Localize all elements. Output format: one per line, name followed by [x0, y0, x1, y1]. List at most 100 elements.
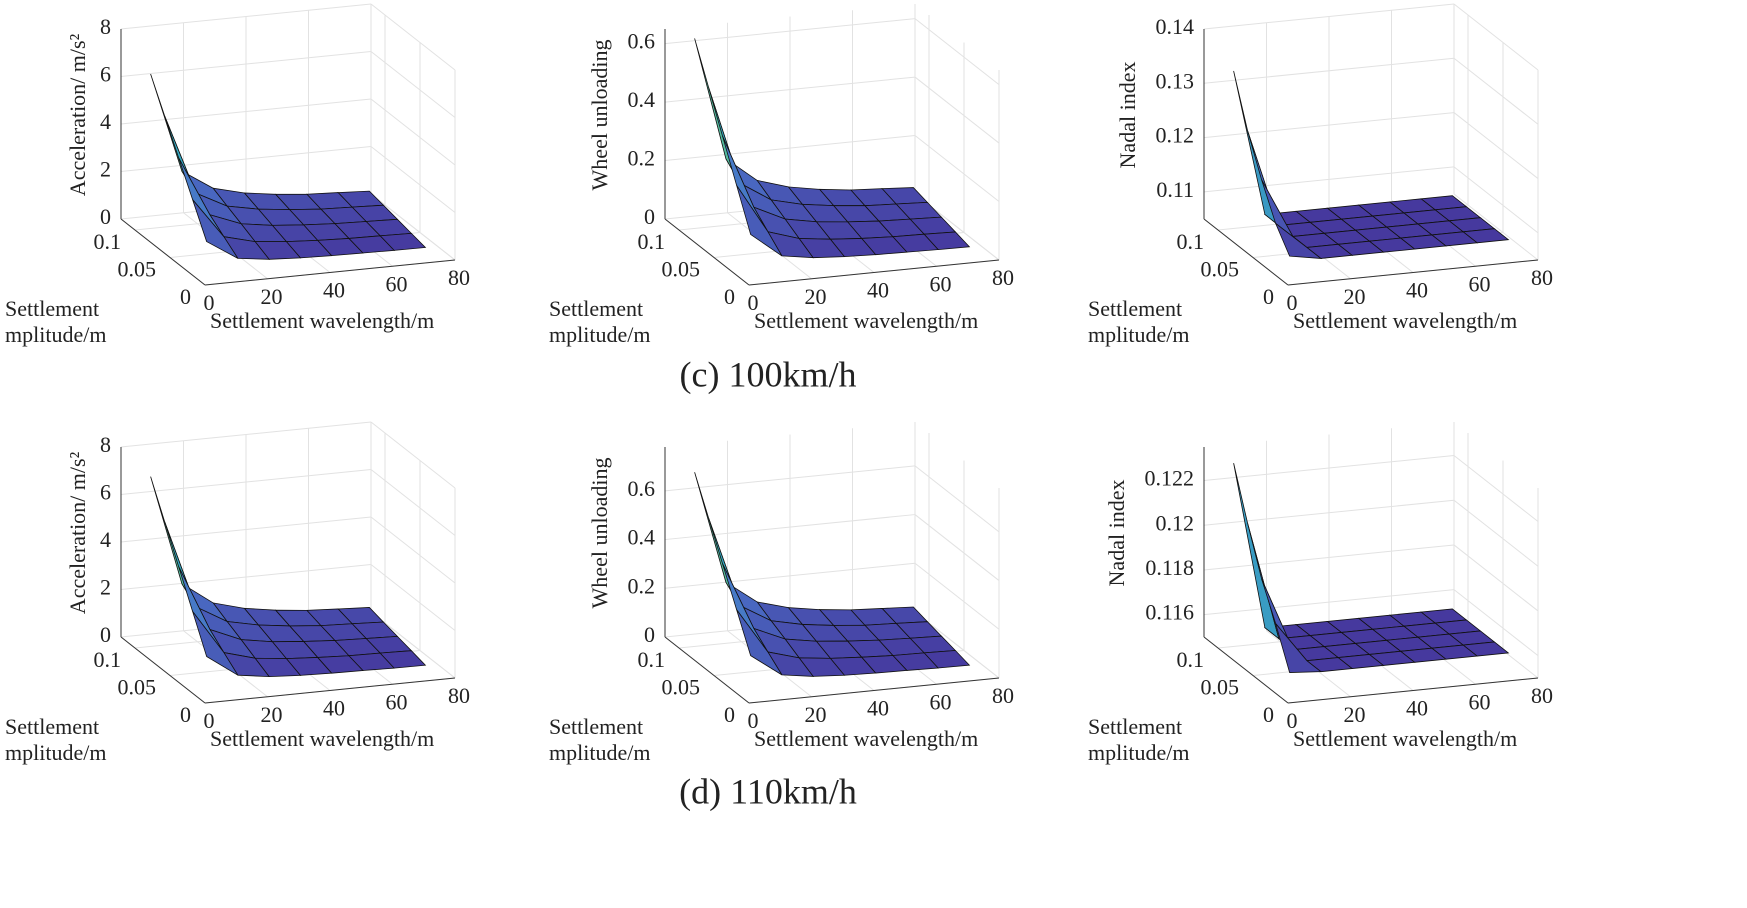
z-tick-label: 2 [100, 575, 111, 600]
x-axis-label: Settlement wavelength/m [754, 308, 978, 333]
grid-line [1453, 57, 1539, 125]
grid-line [664, 18, 916, 45]
y-tick-label: 0.1 [1177, 647, 1205, 672]
y-axis-label: Settlement [1088, 296, 1182, 321]
grid-line [914, 76, 1000, 144]
grid-line [1453, 589, 1539, 657]
surface-patch [192, 199, 239, 259]
y-axis-label: Settlement [5, 714, 99, 739]
y-axis-label: mplitude/m [5, 322, 106, 347]
z-axis-label: Acceleration/ m/s² [65, 451, 90, 614]
z-tick-label: 0.2 [628, 146, 656, 171]
grid-line [664, 465, 916, 492]
x-tick-label: 40 [323, 278, 345, 303]
y-tick-label: 0.1 [94, 647, 122, 672]
y-axis-label: mplitude/m [5, 740, 106, 765]
grid-line [1453, 166, 1539, 234]
z-tick-label: 0.2 [628, 573, 656, 598]
x-tick-label: 60 [386, 271, 408, 296]
x-tick-label: 0 [1287, 708, 1298, 733]
y-tick-label: 0.05 [1201, 675, 1240, 700]
grid-line [120, 146, 372, 172]
grid-line [1453, 112, 1539, 179]
z-tick-label: 2 [100, 157, 111, 182]
x-tick-label: 40 [867, 278, 889, 303]
y-axis-label: Settlement [549, 714, 643, 739]
z-tick-label: 0.12 [1156, 123, 1195, 148]
x-tick-label: 80 [992, 265, 1014, 290]
z-tick-label: 0 [644, 622, 655, 647]
y-tick-label: 0.05 [118, 675, 157, 700]
z-tick-label: 0.12 [1156, 510, 1195, 535]
y-axis-label: mplitude/m [549, 740, 650, 765]
grid-line [914, 562, 1000, 630]
surface-patch [1275, 623, 1322, 673]
y-tick-label: 0 [1263, 284, 1274, 309]
x-tick-label: 0 [748, 708, 759, 733]
x-tick-label: 60 [1469, 689, 1491, 714]
surface-patch [1274, 222, 1323, 259]
x-tick-label: 80 [1531, 683, 1553, 708]
y-axis [120, 636, 206, 704]
grid-line [1203, 166, 1455, 193]
grid-line [664, 76, 916, 103]
caption: (c) 100km/h [680, 354, 857, 394]
x-axis-label: Settlement wavelength/m [1293, 726, 1517, 751]
z-tick-label: 4 [100, 527, 111, 552]
z-tick-label: 8 [100, 14, 111, 39]
grid-line [664, 135, 916, 162]
x-tick-label: 60 [386, 689, 408, 714]
grid-line [370, 146, 456, 213]
x-axis [204, 259, 456, 286]
z-axis-label: Acceleration/ m/s² [65, 33, 90, 196]
y-tick-label: 0 [180, 284, 191, 309]
x-tick-label: 40 [1406, 278, 1428, 303]
grid-line [1203, 589, 1455, 616]
grid-line [120, 98, 372, 125]
y-axis [120, 218, 206, 286]
x-tick-label: 80 [448, 683, 470, 708]
surface-patch [736, 609, 783, 676]
grid-line [370, 611, 456, 679]
x-axis-label: Settlement wavelength/m [1293, 308, 1517, 333]
x-axis [1287, 259, 1539, 286]
y-tick-label: 0.05 [1201, 257, 1240, 282]
z-tick-label: 0.4 [628, 87, 656, 112]
y-tick-label: 0 [724, 284, 735, 309]
grid-line [370, 469, 456, 536]
x-tick-label: 60 [1469, 271, 1491, 296]
grid-line [370, 564, 456, 631]
z-axis-label: Nadal index [1115, 62, 1140, 169]
y-axis-label: Settlement [549, 296, 643, 321]
z-tick-label: 0 [100, 204, 111, 229]
grid-line [120, 51, 372, 77]
x-tick-label: 20 [1344, 702, 1366, 727]
x-axis-label: Settlement wavelength/m [754, 726, 978, 751]
y-axis [1203, 636, 1289, 704]
y-tick-label: 0 [1263, 702, 1274, 727]
z-tick-label: 4 [100, 109, 111, 134]
grid-line [914, 135, 1000, 202]
x-tick-label: 0 [204, 290, 215, 315]
x-tick-label: 80 [1531, 265, 1553, 290]
grid-line [1203, 57, 1455, 84]
y-axis [1203, 218, 1289, 286]
x-axis [748, 259, 1000, 286]
grid-line [1203, 455, 1455, 482]
x-tick-label: 60 [930, 689, 952, 714]
z-axis-label: Wheel unloading [587, 458, 612, 609]
z-tick-label: 0.116 [1145, 600, 1194, 625]
grid-line [1203, 3, 1455, 30]
x-tick-label: 20 [261, 284, 283, 309]
surface-plot: 0 20 40 60 80 0 0.05 0.1 0.11 0.12 0.13 0.14 Nadal i… [1088, 3, 1553, 347]
z-tick-label: 0.13 [1156, 68, 1195, 93]
x-axis [204, 677, 456, 704]
z-tick-label: 0 [644, 204, 655, 229]
x-tick-label: 20 [261, 702, 283, 727]
surface-patch [736, 185, 783, 257]
x-axis-label: Settlement wavelength/m [210, 308, 434, 333]
y-tick-label: 0 [180, 702, 191, 727]
